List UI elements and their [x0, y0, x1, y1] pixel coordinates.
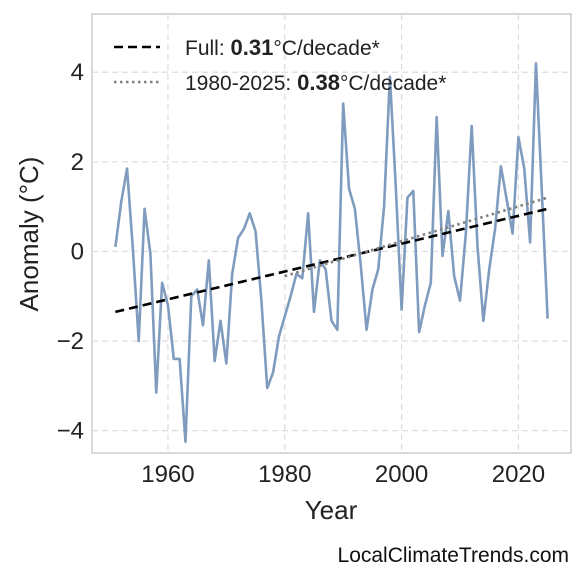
y-tick-label: 4 — [71, 59, 84, 86]
grid — [92, 14, 571, 453]
x-axis-title: Year — [305, 495, 358, 525]
y-tick-label: −2 — [57, 328, 84, 355]
x-tick-label: 2020 — [492, 461, 545, 488]
legend-full-prefix: Full: — [185, 37, 231, 60]
y-tick-label: 2 — [71, 149, 84, 176]
y-tick-label: 0 — [71, 238, 84, 265]
legend-full-suffix: °C/decade* — [273, 37, 379, 60]
x-tick-label: 2000 — [375, 461, 428, 488]
legend-recent-suffix: °C/decade* — [340, 72, 446, 95]
plot-area-frame — [91, 13, 572, 454]
x-axis-ticks: 1960 1980 2000 2020 — [141, 461, 545, 488]
y-axis-ticks: −4 −2 0 2 4 — [57, 59, 84, 444]
legend-entry-recent: 1980-2025: 0.38°C/decade* — [185, 70, 446, 95]
y-axis-title: Anomaly (°C) — [14, 157, 44, 312]
legend-recent-prefix: 1980-2025: — [185, 72, 297, 95]
full-trend-line — [115, 207, 548, 314]
legend: Full: 0.31°C/decade* 1980-2025: 0.38°C/d… — [114, 35, 446, 95]
x-tick-label: 1960 — [141, 461, 194, 488]
recent-trend-line — [284, 196, 549, 278]
y-tick-label: −4 — [57, 418, 84, 445]
legend-full-value: 0.31 — [231, 35, 274, 60]
watermark: LocalClimateTrends.com — [337, 544, 569, 567]
legend-entry-full: Full: 0.31°C/decade* — [185, 35, 380, 60]
legend-recent-value: 0.38 — [297, 70, 340, 95]
anomaly-series-line — [114, 61, 549, 444]
x-tick-label: 1980 — [258, 461, 311, 488]
